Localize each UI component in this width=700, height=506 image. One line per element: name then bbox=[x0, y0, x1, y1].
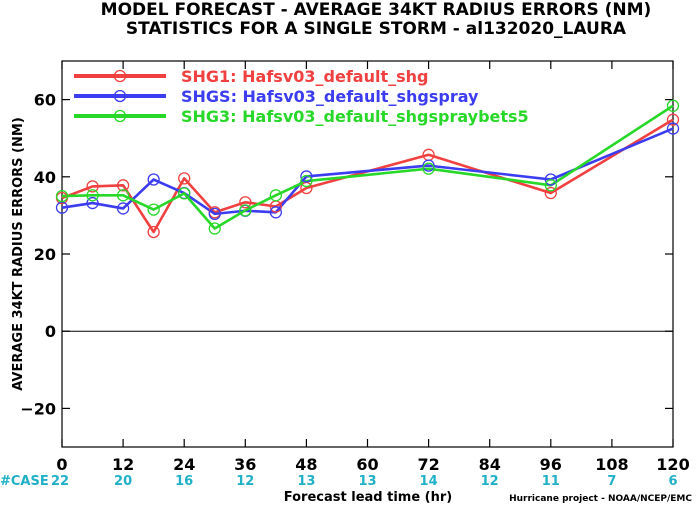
case-count: 11 bbox=[542, 474, 560, 489]
data-point bbox=[147, 173, 160, 186]
case-count: 6 bbox=[668, 474, 677, 489]
data-point bbox=[300, 174, 313, 188]
case-count: 16 bbox=[175, 474, 193, 489]
data-point bbox=[239, 196, 252, 209]
legend-label: SHG3: Hafsv03_default_shgspraybets5 bbox=[181, 107, 529, 126]
y-axis-label: AVERAGE 34KT RADIUS ERRORS (NM) bbox=[11, 117, 26, 391]
legend-marker bbox=[113, 89, 127, 103]
data-point bbox=[544, 173, 557, 186]
chart-title: MODEL FORECAST - AVERAGE 34KT RADIUS ERR… bbox=[101, 0, 652, 20]
case-count: 14 bbox=[420, 474, 438, 489]
case-count: 7 bbox=[607, 474, 616, 489]
data-point bbox=[86, 180, 99, 193]
case-count: 22 bbox=[51, 474, 69, 489]
data-point bbox=[86, 189, 99, 202]
series-group bbox=[55, 99, 680, 239]
data-point bbox=[147, 203, 160, 216]
data-point bbox=[178, 187, 191, 200]
x-tick-label: 60 bbox=[356, 455, 378, 474]
x-tick-label: 24 bbox=[173, 455, 195, 474]
y-tick-label: 60 bbox=[34, 91, 56, 110]
data-point bbox=[666, 99, 680, 112]
data-point bbox=[178, 172, 191, 185]
case-count-row: #CASE 22 20 16 12 13 13 14 12 11 7 6 bbox=[0, 474, 678, 489]
data-point bbox=[544, 179, 557, 192]
x-tick-label: 108 bbox=[595, 455, 628, 474]
data-point bbox=[666, 122, 680, 135]
x-tick-label: 36 bbox=[234, 455, 256, 474]
data-point bbox=[666, 113, 680, 126]
y-tick-label: 40 bbox=[34, 168, 56, 187]
data-point bbox=[208, 207, 221, 221]
x-tick-label: 0 bbox=[56, 455, 67, 474]
data-point bbox=[300, 170, 313, 183]
x-tick-label: 72 bbox=[417, 455, 439, 474]
legend-marker bbox=[113, 69, 127, 83]
x-tick-label: 12 bbox=[112, 455, 134, 474]
x-tick-label: 84 bbox=[479, 455, 501, 474]
data-point bbox=[147, 225, 160, 239]
data-point bbox=[55, 189, 69, 203]
x-axis-ticks: 0 12 24 36 48 60 72 84 96 108 120 bbox=[56, 61, 690, 474]
case-label: #CASE bbox=[0, 474, 49, 489]
series-line bbox=[61, 127, 674, 216]
x-tick-label: 48 bbox=[295, 455, 317, 474]
data-point bbox=[208, 222, 221, 235]
legend-label: SHG1: Hafsv03_default_shg bbox=[181, 67, 428, 86]
chart-subtitle: STATISTICS FOR A SINGLE STORM - al132020… bbox=[126, 19, 627, 39]
data-point bbox=[116, 189, 130, 202]
y-tick-label: −20 bbox=[20, 399, 56, 418]
data-point bbox=[86, 196, 99, 210]
data-point bbox=[269, 206, 283, 219]
data-point bbox=[116, 179, 130, 192]
case-count: 13 bbox=[358, 474, 376, 489]
legend-label: SHGS: Hafsv03_default_shgspray bbox=[181, 87, 479, 106]
x-tick-label: 96 bbox=[540, 455, 562, 474]
y-tick-label: 20 bbox=[34, 245, 56, 264]
data-point bbox=[239, 204, 252, 217]
case-count: 13 bbox=[297, 474, 315, 489]
legend-marker bbox=[113, 109, 127, 123]
credit-text: Hurricane project - NOAA/NCEP/EMC bbox=[509, 494, 692, 504]
y-tick-label: 0 bbox=[45, 322, 56, 341]
data-point bbox=[422, 159, 435, 172]
case-count: 12 bbox=[481, 474, 499, 489]
x-tick-label: 120 bbox=[656, 455, 689, 474]
x-axis-label: Forecast lead time (hr) bbox=[284, 490, 452, 505]
data-point bbox=[269, 189, 283, 202]
case-count: 12 bbox=[236, 474, 254, 489]
data-point bbox=[544, 186, 557, 200]
data-point bbox=[116, 202, 130, 215]
y-axis-ticks: −20 0 20 40 60 bbox=[20, 91, 673, 418]
data-point bbox=[422, 162, 435, 175]
case-count: 20 bbox=[114, 474, 132, 489]
